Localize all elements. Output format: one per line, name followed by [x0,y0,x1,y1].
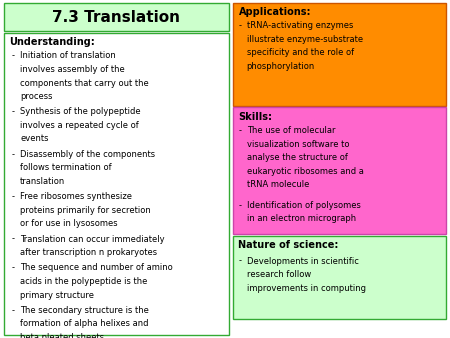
Text: Developments in scientific: Developments in scientific [247,257,359,266]
FancyBboxPatch shape [4,33,229,335]
Text: -: - [238,126,242,135]
Text: -: - [11,150,14,159]
Text: illustrate enzyme-substrate: illustrate enzyme-substrate [247,35,363,44]
Text: -: - [238,257,242,266]
Text: The secondary structure is the: The secondary structure is the [20,306,149,315]
Text: visualization software to: visualization software to [247,140,349,149]
Text: -: - [11,107,14,116]
Text: acids in the polypeptide is the: acids in the polypeptide is the [20,277,148,286]
Text: or for use in lysosomes: or for use in lysosomes [20,219,118,228]
Text: -: - [11,192,14,201]
Text: Skills:: Skills: [238,112,273,122]
Text: phosphorylation: phosphorylation [247,62,315,71]
Text: events: events [20,135,49,144]
Text: Applications:: Applications: [238,7,311,17]
FancyBboxPatch shape [233,107,446,234]
Text: Disassembly of the components: Disassembly of the components [20,150,155,159]
Text: -: - [238,201,242,210]
Text: -: - [238,21,242,30]
Text: The sequence and number of amino: The sequence and number of amino [20,263,173,272]
FancyBboxPatch shape [233,3,446,106]
Text: improvements in computing: improvements in computing [247,284,365,293]
Text: -: - [11,306,14,315]
Text: components that carry out the: components that carry out the [20,78,149,88]
Text: -: - [11,51,14,61]
Text: primary structure: primary structure [20,291,94,299]
FancyBboxPatch shape [233,236,446,319]
Text: Initiation of translation: Initiation of translation [20,51,116,61]
Text: Understanding:: Understanding: [9,37,95,47]
Text: -: - [11,263,14,272]
Text: formation of alpha helixes and: formation of alpha helixes and [20,319,149,328]
Text: analyse the structure of: analyse the structure of [247,153,347,162]
Text: beta pleated sheets: beta pleated sheets [20,333,104,338]
Text: Translation can occur immediately: Translation can occur immediately [20,235,165,244]
Text: after transcription n prokaryotes: after transcription n prokaryotes [20,248,158,257]
Text: Nature of science:: Nature of science: [238,240,339,250]
Text: specificity and the role of: specificity and the role of [247,48,354,57]
Text: Synthesis of the polypeptide: Synthesis of the polypeptide [20,107,141,116]
Text: eukaryotic ribosomes and a: eukaryotic ribosomes and a [247,167,364,176]
Text: translation: translation [20,177,66,186]
Text: process: process [20,92,53,101]
Text: follows termination of: follows termination of [20,163,112,172]
Text: Identification of polysomes: Identification of polysomes [247,201,360,210]
Text: tRNA-activating enzymes: tRNA-activating enzymes [247,21,353,30]
Text: proteins primarily for secretion: proteins primarily for secretion [20,206,151,215]
Text: The use of molecular: The use of molecular [247,126,335,135]
Text: tRNA molecule: tRNA molecule [247,180,309,189]
Text: involves assembly of the: involves assembly of the [20,65,125,74]
Text: in an electron micrograph: in an electron micrograph [247,214,356,223]
FancyBboxPatch shape [4,3,229,31]
Text: involves a repeated cycle of: involves a repeated cycle of [20,121,139,130]
Text: 7.3 Translation: 7.3 Translation [52,9,180,25]
Text: research follow: research follow [247,270,311,279]
Text: Free ribosomes synthesize: Free ribosomes synthesize [20,192,132,201]
Text: -: - [11,235,14,244]
